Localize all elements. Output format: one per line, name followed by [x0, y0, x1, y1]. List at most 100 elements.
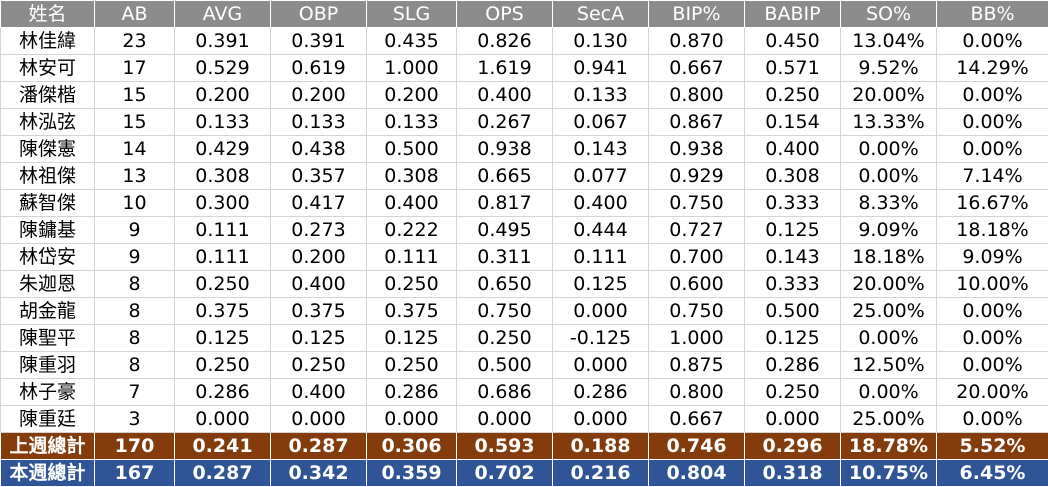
summary-cell-name: 本週總計	[1, 460, 95, 487]
cell-bip: 0.727	[649, 217, 745, 244]
cell-bip: 0.600	[649, 271, 745, 298]
cell-obp: 0.417	[271, 190, 367, 217]
cell-ops: 0.000	[457, 406, 553, 433]
column-header-obp: OBP	[271, 1, 367, 28]
cell-ops: 0.938	[457, 136, 553, 163]
cell-seca: -0.125	[553, 325, 649, 352]
summary-cell-bip: 0.746	[649, 433, 745, 460]
cell-so: 0.00%	[841, 379, 937, 406]
cell-babip: 0.250	[745, 379, 841, 406]
cell-seca: 0.941	[553, 55, 649, 82]
cell-avg: 0.529	[175, 55, 271, 82]
cell-so: 13.33%	[841, 109, 937, 136]
column-header-bb: BB%	[937, 1, 1048, 28]
column-header-ab: AB	[95, 1, 175, 28]
cell-ops: 0.267	[457, 109, 553, 136]
cell-so: 18.18%	[841, 244, 937, 271]
cell-bip: 0.870	[649, 28, 745, 55]
cell-name: 陳鏞基	[1, 217, 95, 244]
summary-cell-obp: 0.342	[271, 460, 367, 487]
cell-bb: 0.00%	[937, 325, 1048, 352]
cell-babip: 0.154	[745, 109, 841, 136]
cell-ops: 0.400	[457, 82, 553, 109]
summary-cell-name: 上週總計	[1, 433, 95, 460]
summary-cell-ops: 0.702	[457, 460, 553, 487]
cell-seca: 0.067	[553, 109, 649, 136]
cell-bb: 0.00%	[937, 28, 1048, 55]
cell-bip: 0.929	[649, 163, 745, 190]
cell-bb: 18.18%	[937, 217, 1048, 244]
cell-obp: 0.438	[271, 136, 367, 163]
cell-avg: 0.000	[175, 406, 271, 433]
summary-cell-avg: 0.241	[175, 433, 271, 460]
cell-ab: 17	[95, 55, 175, 82]
cell-babip: 0.143	[745, 244, 841, 271]
summary-cell-ops: 0.593	[457, 433, 553, 460]
cell-bip: 0.938	[649, 136, 745, 163]
summary-cell-slg: 0.359	[367, 460, 457, 487]
cell-bb: 0.00%	[937, 352, 1048, 379]
cell-slg: 0.125	[367, 325, 457, 352]
cell-bip: 1.000	[649, 325, 745, 352]
cell-so: 9.52%	[841, 55, 937, 82]
cell-babip: 0.450	[745, 28, 841, 55]
cell-slg: 0.375	[367, 298, 457, 325]
cell-ops: 0.311	[457, 244, 553, 271]
cell-seca: 0.000	[553, 298, 649, 325]
cell-slg: 0.200	[367, 82, 457, 109]
cell-ops: 0.250	[457, 325, 553, 352]
cell-babip: 0.500	[745, 298, 841, 325]
cell-ab: 14	[95, 136, 175, 163]
cell-ops: 0.750	[457, 298, 553, 325]
summary-cell-bip: 0.804	[649, 460, 745, 487]
column-header-bip: BIP%	[649, 1, 745, 28]
cell-obp: 0.400	[271, 379, 367, 406]
cell-seca: 0.400	[553, 190, 649, 217]
cell-babip: 0.125	[745, 325, 841, 352]
cell-bb: 16.67%	[937, 190, 1048, 217]
cell-babip: 0.125	[745, 217, 841, 244]
cell-slg: 0.111	[367, 244, 457, 271]
cell-babip: 0.250	[745, 82, 841, 109]
cell-ab: 8	[95, 352, 175, 379]
cell-avg: 0.250	[175, 271, 271, 298]
column-header-babip: BABIP	[745, 1, 841, 28]
cell-bb: 7.14%	[937, 163, 1048, 190]
summary-cell-seca: 0.216	[553, 460, 649, 487]
cell-bb: 9.09%	[937, 244, 1048, 271]
cell-bip: 0.875	[649, 352, 745, 379]
summary-cell-babip: 0.318	[745, 460, 841, 487]
cell-avg: 0.375	[175, 298, 271, 325]
cell-name: 林安可	[1, 55, 95, 82]
cell-seca: 0.133	[553, 82, 649, 109]
cell-avg: 0.111	[175, 217, 271, 244]
summary-cell-seca: 0.188	[553, 433, 649, 460]
summary-cell-so: 18.78%	[841, 433, 937, 460]
cell-bb: 0.00%	[937, 82, 1048, 109]
cell-slg: 0.133	[367, 109, 457, 136]
column-header-seca: SecA	[553, 1, 649, 28]
cell-obp: 0.125	[271, 325, 367, 352]
cell-avg: 0.308	[175, 163, 271, 190]
cell-name: 陳重羽	[1, 352, 95, 379]
cell-name: 朱迦恩	[1, 271, 95, 298]
cell-avg: 0.125	[175, 325, 271, 352]
cell-seca: 0.444	[553, 217, 649, 244]
column-header-avg: AVG	[175, 1, 271, 28]
cell-seca: 0.077	[553, 163, 649, 190]
cell-seca: 0.143	[553, 136, 649, 163]
cell-obp: 0.250	[271, 352, 367, 379]
cell-so: 20.00%	[841, 82, 937, 109]
cell-babip: 0.286	[745, 352, 841, 379]
cell-bb: 0.00%	[937, 406, 1048, 433]
cell-ab: 3	[95, 406, 175, 433]
summary-cell-babip: 0.296	[745, 433, 841, 460]
